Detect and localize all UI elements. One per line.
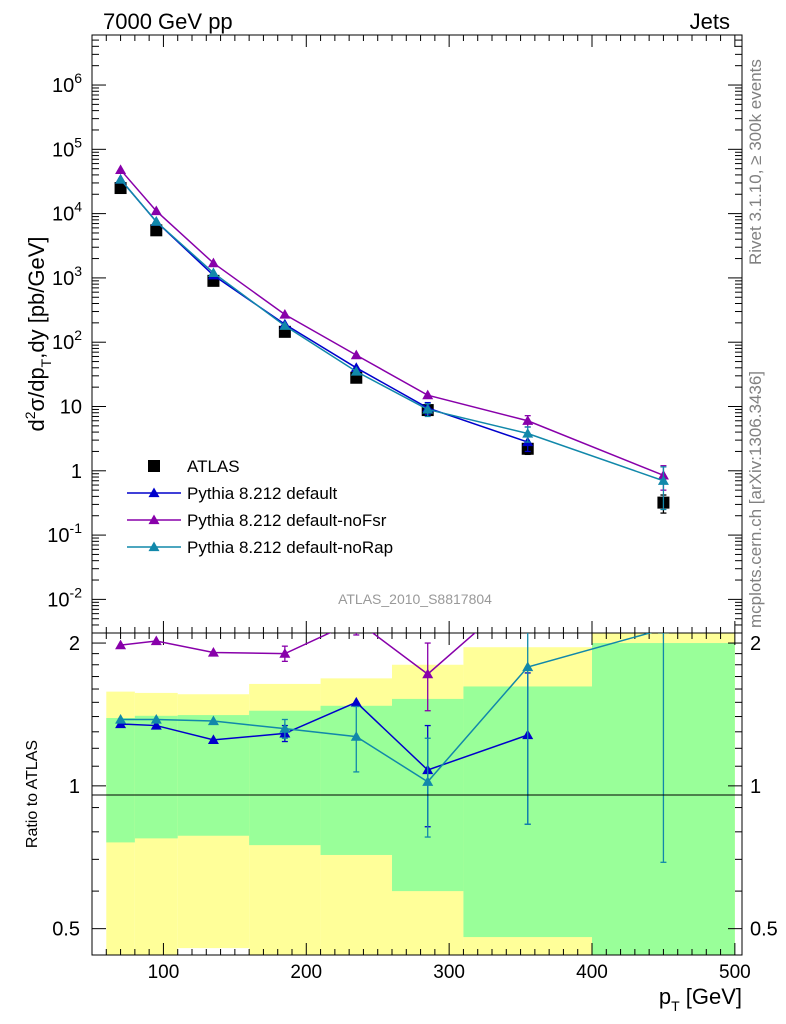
uncertainty-bands (106, 633, 735, 955)
y-tick-label: 10-1 (47, 520, 82, 547)
data-point (522, 415, 534, 425)
data-point (150, 720, 162, 730)
svg-text:Ratio to ATLAS: Ratio to ATLAS (24, 740, 41, 848)
series-pythia-8-212-default-norap (115, 173, 669, 511)
y-tick-label: 10 (60, 397, 82, 419)
header-left: 7000 GeV pp (103, 9, 233, 34)
series-line (120, 633, 653, 783)
data-point (279, 648, 291, 658)
analysis-annotation: ATLAS_2010_S8817804 (338, 591, 492, 607)
data-point (501, 600, 512, 610)
data-point (115, 639, 127, 650)
legend-label: Pythia 8.212 default-noRap (187, 538, 393, 557)
series-line (119, 178, 528, 443)
x-axis-label: pT [GeV] (659, 984, 742, 1014)
x-tick-label: 200 (290, 962, 322, 983)
data-point (115, 164, 127, 174)
series-pythia-8-212-default-norap (115, 633, 669, 863)
y-tick-label: 106 (52, 70, 82, 97)
legend-label: Pythia 8.212 default (187, 484, 338, 503)
ratio-y-tick-label: 1 (69, 776, 80, 798)
legend-label: ATLAS (187, 457, 240, 476)
data-point (422, 403, 434, 414)
ratio-y-ticks: 0.5 0.5 1 1 2 2 (52, 633, 778, 941)
data-point (150, 216, 162, 226)
legend-label: Pythia 8.212 default-noFsr (187, 511, 387, 530)
y-tick-label: 104 (52, 199, 82, 226)
legend: ATLAS Pythia 8.212 default Pythia 8.212 de… (127, 457, 393, 557)
x-tick-label: 400 (576, 962, 608, 983)
series-line (120, 169, 664, 477)
y-tick-label: 1 (71, 461, 82, 483)
data-point (279, 723, 291, 733)
main-series (114, 164, 670, 514)
data-point (657, 633, 669, 634)
y-tick-label: 105 (52, 134, 82, 161)
legend-marker (148, 460, 160, 472)
data-point (115, 714, 127, 724)
x-tick-label: 500 (719, 962, 751, 983)
data-point (350, 349, 362, 360)
main-y-axis-label: d2σ/dpT,dy [pb/GeV] (22, 236, 54, 431)
mcplots-text: mcplots.cern.ch [arXiv:1306.3436] (746, 371, 765, 628)
data-point (207, 267, 219, 277)
data-point (351, 615, 362, 625)
legend-marker (148, 487, 160, 498)
green-band-bin (134, 715, 178, 839)
legend-item: Pythia 8.212 default-noFsr (127, 511, 387, 530)
series-pythia-8-212-default (115, 173, 534, 453)
data-point (522, 661, 534, 672)
ratio-series (115, 600, 669, 863)
data-point (657, 475, 669, 485)
y-tick-label: 102 (52, 327, 82, 354)
series-pythia-8-212-default-nofsr (115, 164, 669, 491)
y-tick-label: 10-2 (47, 584, 82, 611)
legend-marker (148, 541, 160, 552)
x-tick-label: 100 (148, 962, 180, 983)
ratio-y-tick-label-right: 2 (750, 633, 761, 655)
ratio-y-axis-label: Ratio to ATLAS (24, 740, 41, 848)
header-right: Jets (690, 9, 730, 34)
rivet-text: Rivet 3.1.10, ≥ 300k events (746, 59, 765, 265)
series-line (119, 178, 664, 482)
data-point (422, 389, 434, 400)
data-point (150, 205, 162, 216)
svg-text:d2σ/dpT,dy [pb/GeV]: d2σ/dpT,dy [pb/GeV] (22, 236, 54, 431)
main-x-ticks (105, 35, 736, 633)
ratio-y-tick-label: 2 (69, 633, 80, 655)
green-band-bin (106, 718, 135, 843)
data-point (207, 257, 219, 268)
data-point (279, 308, 291, 319)
data-point (150, 224, 163, 237)
data-point (522, 428, 534, 438)
data-point (207, 734, 219, 745)
series-pythia-8-212-default-nofsr (115, 600, 512, 712)
y-tick-label: 103 (52, 263, 82, 290)
legend-item: Pythia 8.212 default-noRap (127, 538, 393, 557)
data-point (114, 182, 127, 195)
data-point (115, 173, 127, 184)
x-tick-label: 300 (433, 962, 465, 983)
data-point (422, 776, 434, 786)
data-point (350, 731, 362, 741)
series-line (120, 633, 476, 676)
ratio-y-tick-label-right: 1 (750, 776, 761, 798)
data-point (422, 668, 434, 679)
data-point (207, 647, 219, 657)
ratio-y-tick-label: 0.5 (52, 919, 80, 941)
ratio-x-ticks: 100 200 300 400 500 (105, 633, 751, 983)
data-point (150, 635, 162, 646)
legend-item: ATLAS (148, 457, 240, 476)
legend-item: Pythia 8.212 default (127, 484, 338, 503)
legend-marker (148, 514, 160, 525)
ratio-plot-frame (91, 632, 743, 956)
main-y-ticks: 10-2 10-1 1 10 102 103 104 105 106 (47, 34, 742, 634)
data-point (350, 696, 362, 707)
data-point (207, 715, 219, 726)
data-point (350, 366, 362, 376)
data-point (150, 714, 162, 724)
data-point (279, 320, 291, 330)
ratio-y-tick-label-right: 0.5 (750, 919, 778, 941)
